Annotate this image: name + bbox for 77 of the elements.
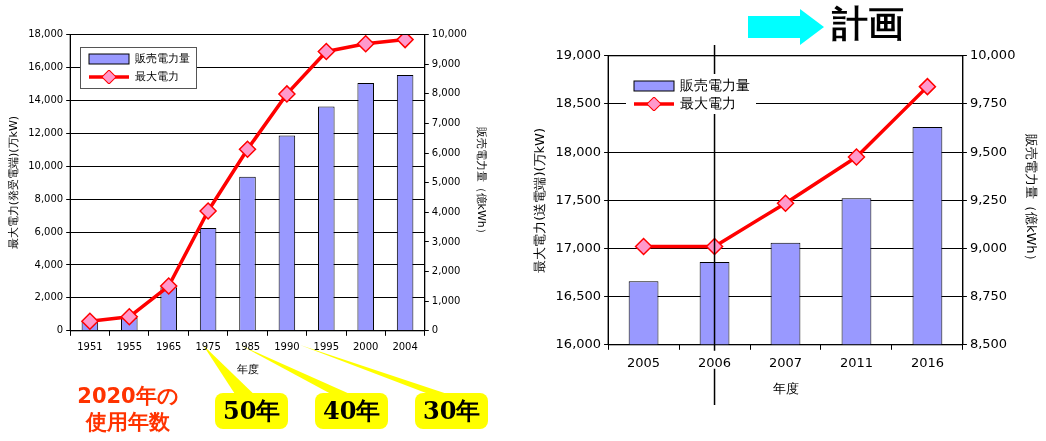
y2-tick-label: 4,000 [431,205,461,217]
x-tick-label: 1995 [313,341,340,353]
x-tick-label: 1975 [195,341,221,353]
y-tick-label: 12,000 [28,126,64,138]
y-tick-label: 16,000 [555,336,602,352]
y2-tick-label: 2,000 [431,265,461,277]
y2-tick-label: 9,000 [969,239,1008,255]
x-tick-label: 2011 [839,354,874,370]
x-axis-title: 年度 [772,380,799,396]
legend-label: 販売電力量 [135,51,191,65]
point [356,34,375,53]
point [199,202,217,220]
y2-tick-label: 9,250 [969,191,1008,207]
y2-tick-label: 6,000 [431,146,461,158]
y-tick-label: 18,000 [555,143,602,159]
y2-tick-label: 8,750 [969,288,1008,304]
y2-tick-label: 8,500 [969,336,1008,352]
y-tick-label: 4,000 [34,258,64,270]
y2-axis-title: 販売電力量（億kWh） [1023,133,1039,267]
x-axis-title: 年度 [236,363,259,377]
text: 50年 [215,393,289,429]
text: 計画 [832,2,904,46]
text: 30年 [415,393,489,429]
x-tick-label: 2004 [392,341,418,353]
y2-tick-label: 5,000 [431,176,461,188]
legend-label: 最大電力 [135,69,180,83]
x-tick-label: 1965 [155,341,182,353]
y2-tick-label: 10,000 [969,47,1016,63]
y-tick-label: 10,000 [28,159,64,171]
point [776,194,795,212]
y-tick-label: 8,000 [34,192,64,204]
y-tick-label: 19,000 [555,47,602,63]
y-tick-label: 16,000 [28,61,64,73]
y2-axis-title: 販売電力量（億kWh） [474,126,488,239]
point [81,312,99,330]
point [317,42,336,61]
x-tick-label: 2016 [910,354,944,370]
point [634,237,653,256]
y2-tick-label: 9,750 [969,95,1008,111]
y-axis-title: 最大電力(発受電端)(万kW) [7,115,21,250]
text: 2020年の使用年数 [76,383,180,435]
x-tick-label: 2005 [627,354,661,370]
y-tick-label: 16,500 [555,288,602,304]
y-tick-label: 14,000 [28,93,64,105]
y-tick-label: 17,000 [555,239,602,255]
point [159,277,178,295]
point [847,148,866,166]
y2-tick-label: 3,000 [431,235,461,247]
y2-tick-label: 10,000 [431,28,467,40]
y2-tick-label: 9,000 [431,57,461,69]
x-tick-label: 1990 [274,341,300,353]
y-tick-label: 2,000 [34,291,64,303]
point [120,308,139,326]
y-tick-label: 18,000 [28,28,64,40]
x-tick-label: 1951 [77,341,103,353]
legend-label: 最大電力 [680,94,737,111]
y-tick-label: 6,000 [34,225,64,237]
y-tick-label: 0 [56,324,64,336]
y-axis-title: 最大電力(送電端)(万kW) [532,127,548,273]
y2-tick-label: 9,500 [969,143,1008,159]
point [918,77,937,96]
y2-tick-label: 0 [431,324,439,336]
x-tick-label: 2000 [352,341,379,353]
y-tick-label: 18,500 [555,95,602,111]
point [278,85,296,103]
y2-tick-label: 8,000 [431,87,461,99]
y-tick-label: 17,500 [555,191,602,207]
y2-tick-label: 7,000 [431,116,461,128]
x-tick-label: 2007 [768,354,803,370]
y2-tick-label: 1,000 [431,294,461,306]
point [396,34,414,49]
legend-label: 販売電力量 [680,76,751,93]
point [238,140,257,158]
x-tick-label: 1985 [234,341,261,353]
x-tick-label: 1955 [116,341,143,353]
x-tick-label: 2006 [697,354,732,370]
text: 40年 [315,393,389,429]
